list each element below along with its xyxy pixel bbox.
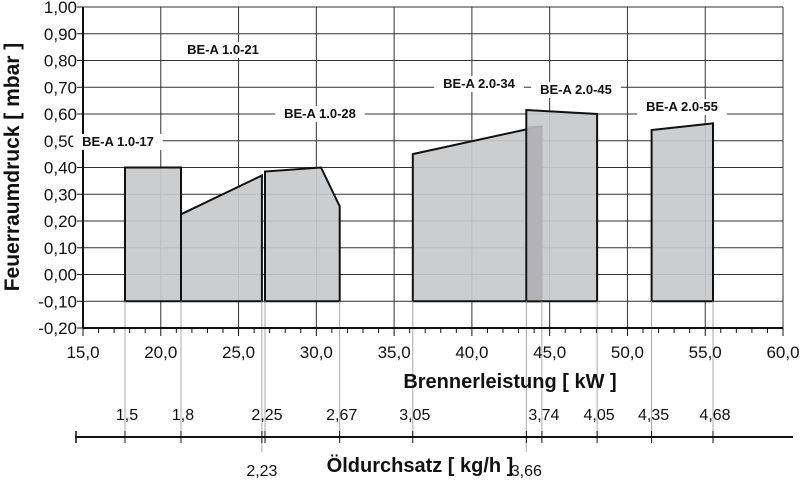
series-labels: BE-A 1.0-17 BE-A 1.0-21 BE-A 1.0-28 BE-A 2.… <box>73 42 727 150</box>
x-tick-label: 20,0 <box>144 343 177 362</box>
area-be-a-2-0-45 <box>525 108 599 303</box>
x-tick-label: 55,0 <box>689 343 722 362</box>
x-tick-label: 30,0 <box>300 343 333 362</box>
oil-flow-label: 3,66 <box>511 463 542 480</box>
y-tick-label: 0,50 <box>44 132 77 151</box>
series-label: BE-A 2.0-55 <box>646 99 718 114</box>
series-label-bg <box>178 42 268 58</box>
series-label-bg <box>637 99 727 115</box>
area-be-a-2-0-55 <box>650 122 714 303</box>
area-be-a-1-0-28 <box>264 166 341 303</box>
oil-flow-label: 3,05 <box>399 407 430 424</box>
drop-lines <box>124 301 714 452</box>
y-tick-label: 0,70 <box>44 78 77 97</box>
y-tick-label: 0,80 <box>44 52 77 71</box>
series-label-bg <box>531 82 621 98</box>
area-be-a-1-0-21 <box>180 173 263 303</box>
oil-flow-label: 2,23 <box>246 463 277 480</box>
series-label-bg <box>275 106 365 122</box>
oil-flow-label: 1,8 <box>172 407 194 424</box>
y-tick-label: 0,40 <box>44 159 77 178</box>
oil-flow-label: 4,35 <box>638 407 669 424</box>
series-label: BE-A 1.0-28 <box>284 106 356 121</box>
series-label-bg <box>73 134 163 150</box>
x-tick-label: 45,0 <box>533 343 566 362</box>
series-label-bg <box>434 76 524 92</box>
series-label: BE-A 1.0-21 <box>187 42 259 57</box>
axes: 1,00 0,90 0,80 0,70 0,60 0,50 0,40 0,30 0,20 0,10… <box>38 0 799 480</box>
area-be-a-2-0-34 <box>411 124 543 303</box>
oil-flow-label: 3,74 <box>528 407 559 424</box>
x-tick-label: 25,0 <box>222 343 255 362</box>
y-tick-label: 0,10 <box>44 239 77 258</box>
y-tick-label: 0,90 <box>44 25 77 44</box>
oil-axis-title: Öldurchsatz [ kg/h ] <box>327 454 514 477</box>
x-tick-label: 60,0 <box>766 343 799 362</box>
oil-flow-label: 4,05 <box>584 407 615 424</box>
y-axis-title: Feuerraumdruck [ mbar ] <box>1 43 24 292</box>
x-tick-label: 50,0 <box>611 343 644 362</box>
x-axis-title: Brennerleistung [ kW ] <box>403 371 616 393</box>
oil-flow-label: 1,5 <box>116 407 138 424</box>
series-label: BE-A 2.0-45 <box>540 82 612 97</box>
y-tick-label: 0,00 <box>44 266 77 285</box>
y-tick-label: 0,60 <box>44 105 77 124</box>
y-tick-label: 1,00 <box>44 0 77 17</box>
series-label: BE-A 1.0-17 <box>82 134 154 149</box>
y-tick-label: -0,10 <box>38 292 77 311</box>
y-tick-label: 0,20 <box>44 212 77 231</box>
y-tick-label: 0,30 <box>44 185 77 204</box>
x-tick-label: 40,0 <box>455 343 488 362</box>
oil-flow-label: 4,68 <box>699 407 730 424</box>
x-tick-label: 15,0 <box>66 343 99 362</box>
oil-flow-label: 2,67 <box>326 407 357 424</box>
x-tick-label: 35,0 <box>378 343 411 362</box>
overlap-area <box>527 126 542 301</box>
area-be-a-1-0-17 <box>124 166 182 303</box>
burner-areas <box>124 108 714 303</box>
series-label: BE-A 2.0-34 <box>443 76 516 91</box>
oil-flow-label: 2,25 <box>251 407 282 424</box>
y-tick-label: -0,20 <box>38 319 77 338</box>
